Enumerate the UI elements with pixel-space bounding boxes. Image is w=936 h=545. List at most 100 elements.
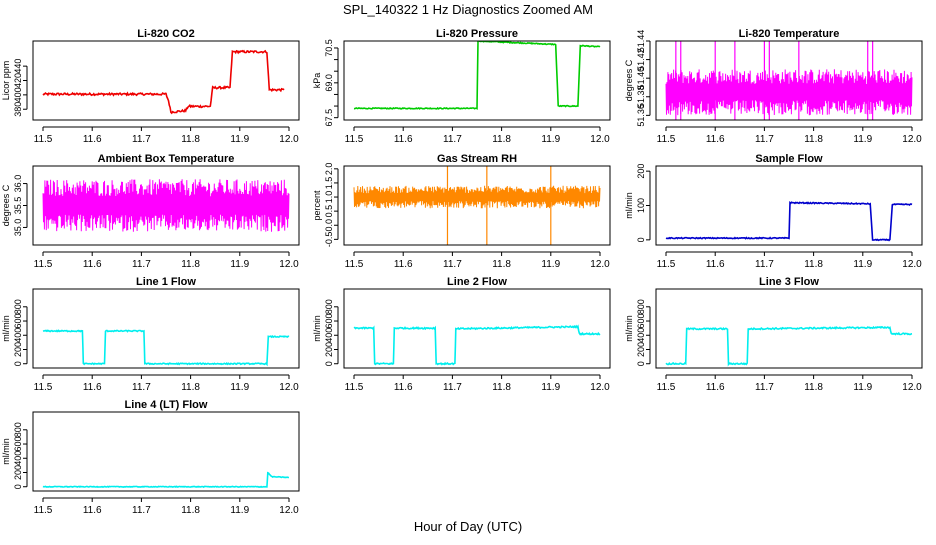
x-tick-label: 11.7: [132, 134, 151, 145]
series-line: [42, 471, 290, 489]
series-line: [353, 41, 601, 110]
x-tick-label: 11.8: [492, 259, 511, 270]
x-tick-label: 11.7: [443, 134, 462, 145]
x-tick-label: 11.6: [706, 382, 725, 393]
y-tick-label: 420: [13, 73, 23, 88]
y-tick-label: 51.42: [636, 48, 646, 71]
figure-xlabel: Hour of Day (UTC): [414, 519, 522, 534]
y-tick-label: -0.5: [324, 232, 334, 248]
series-line: [42, 49, 285, 115]
x-tick-label: 11.6: [83, 259, 102, 270]
plot-frame: [32, 40, 300, 121]
y-tick-label: 67.5: [324, 109, 334, 127]
y-tick-label: 800: [636, 299, 646, 314]
x-axis: 11.5 11.6 11.7 11.8 11.9 12.0: [345, 126, 610, 145]
y-axis-label: ml/min: [1, 315, 11, 342]
x-axis: 11.5 11.6 11.7 11.8 11.9 12.0: [34, 126, 299, 145]
panel-title: Li-820 Pressure: [436, 28, 518, 40]
y-tick-label: 0.0: [324, 219, 334, 232]
y-axis: 0 100 200 ml/min: [624, 164, 651, 242]
y-tick-label: 600: [13, 314, 23, 329]
y-tick-label: 200: [324, 342, 334, 357]
x-tick-label: 11.7: [443, 382, 462, 393]
x-tick-label: 11.6: [706, 259, 725, 270]
y-tick-label: 69.0: [324, 74, 334, 92]
x-tick-label: 11.9: [230, 505, 249, 516]
y-tick-label: 200: [13, 342, 23, 357]
y-axis-label: ml/min: [624, 315, 634, 342]
series-line: [353, 324, 601, 366]
x-axis: 11.5 11.6 11.7 11.8 11.9 12.0: [657, 251, 922, 270]
x-tick-label: 11.5: [34, 382, 53, 393]
plot-frame: [32, 288, 300, 369]
x-tick-label: 11.7: [755, 134, 774, 145]
y-axis-label: percent: [312, 190, 322, 221]
x-axis: 11.5 11.6 11.7 11.8 11.9 12.0: [345, 251, 610, 270]
x-tick-label: 11.9: [853, 382, 872, 393]
panel-gas-stream-rh: Gas Stream RH 11.5 11.6 11.7 11.8 11.9 12.0 -0.…: [312, 153, 611, 270]
x-tick-label: 11.8: [181, 382, 200, 393]
x-tick-label: 11.5: [657, 382, 676, 393]
y-tick-label: 0: [324, 361, 334, 366]
y-tick-label: 400: [13, 328, 23, 343]
y-tick-label: 51.36: [636, 104, 646, 127]
x-tick-label: 11.6: [394, 134, 413, 145]
y-tick-label: 0: [13, 361, 23, 366]
x-tick-label: 11.8: [181, 134, 200, 145]
x-tick-label: 11.5: [657, 134, 676, 145]
y-tick-label: 400: [13, 451, 23, 466]
panel-line-3-flow: Line 3 Flow 11.5 11.6 11.7 11.8 11.9 12.0 0 2004…: [624, 276, 923, 393]
y-axis-label: degrees C: [1, 184, 11, 226]
x-tick-label: 12.0: [902, 134, 922, 145]
x-tick-label: 11.8: [492, 134, 511, 145]
series-ambient-box-temperature: [42, 179, 290, 232]
y-tick-label: 600: [13, 437, 23, 452]
panel-li-820-co2: Li-820 CO2 11.5 11.6 11.7 11.8 11.9 12.0 380400…: [1, 28, 300, 145]
series-line: [42, 179, 290, 232]
series-line: [665, 325, 913, 367]
x-tick-label: 11.5: [34, 134, 53, 145]
x-tick-label: 11.6: [83, 505, 102, 516]
x-tick-label: 11.6: [706, 134, 725, 145]
y-tick-label: 0.5: [324, 205, 334, 218]
x-axis: 11.5 11.6 11.7 11.8 11.9 12.0: [34, 251, 299, 270]
plot-frame: [343, 288, 611, 369]
figure-title: SPL_140322 1 Hz Diagnostics Zoomed AM: [343, 2, 593, 17]
series-gas-stream-rh: [353, 166, 601, 245]
x-tick-label: 11.7: [132, 505, 151, 516]
panel-title: Line 2 Flow: [447, 276, 507, 288]
panel-sample-flow: Sample Flow 11.5 11.6 11.7 11.8 11.9 12.0 0 100 2…: [624, 153, 923, 270]
x-tick-label: 11.5: [345, 382, 364, 393]
x-axis: 11.5 11.6 11.7 11.8 11.9 12.0: [657, 374, 922, 393]
x-axis: 11.5 11.6 11.7 11.8 11.9 12.0: [345, 374, 610, 393]
series-line: [353, 185, 601, 209]
y-axis-label: degrees C: [624, 59, 634, 101]
series-line-1-flow: [42, 329, 290, 367]
y-tick-label: 35.5: [13, 197, 23, 215]
y-tick-label: 0: [636, 361, 646, 366]
y-tick-label: 1.0: [324, 191, 334, 204]
y-tick-label: 51.40: [636, 67, 646, 90]
x-tick-label: 11.7: [132, 259, 151, 270]
panel-title: Sample Flow: [755, 153, 823, 165]
panel-li-820-temperature: Li-820 Temperature 11.5 11.6 11.7 11.8 11.9 12…: [624, 28, 923, 145]
panel-title: Line 4 (LT) Flow: [125, 399, 208, 411]
y-tick-label: 400: [324, 328, 334, 343]
panel-title: Li-820 CO2: [137, 28, 194, 40]
series-line-3-flow: [665, 325, 913, 367]
y-axis-label: ml/min: [312, 315, 322, 342]
x-tick-label: 11.6: [394, 382, 413, 393]
x-tick-label: 11.7: [443, 259, 462, 270]
series-line: [665, 201, 913, 242]
x-tick-label: 11.9: [853, 134, 872, 145]
plot-frame: [655, 288, 923, 369]
x-tick-label: 11.8: [181, 259, 200, 270]
x-tick-label: 11.6: [83, 134, 102, 145]
plot-frame: [655, 40, 923, 121]
